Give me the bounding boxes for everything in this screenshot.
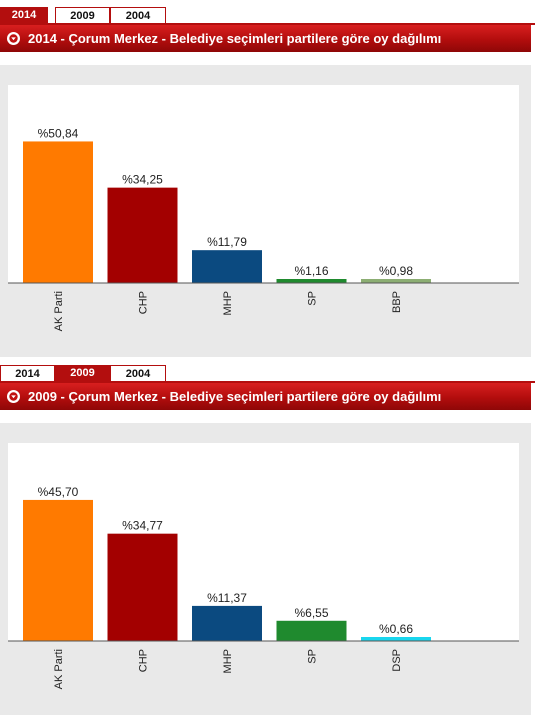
- bar-ak-parti: [23, 141, 93, 283]
- data-label: %6,55: [294, 606, 328, 620]
- bar-chp: [107, 533, 178, 641]
- tab-2009[interactable]: 2009: [55, 7, 110, 23]
- chart-header: 2009 - Çorum Merkez - Belediye seçimleri…: [0, 383, 535, 410]
- x-tick-label: AK Parti: [53, 649, 65, 689]
- tab-2009[interactable]: 2009: [55, 365, 110, 381]
- bar-mhp: [192, 250, 262, 283]
- plot-background: [8, 85, 519, 283]
- election-panel-2014: 2014 2009 2004 2014 - Çorum Merkez - Bel…: [0, 7, 535, 357]
- bar-mhp: [192, 605, 262, 641]
- tab-2014[interactable]: 2014: [0, 7, 48, 23]
- data-label: %11,37: [207, 591, 247, 605]
- tab-2004[interactable]: 2004: [110, 7, 166, 23]
- data-label: %0,66: [379, 622, 413, 636]
- bar-chart: %50,84 AK Parti %34,25 CHP %11,79 MHP %1,16 SP%…: [8, 85, 519, 331]
- bar-dsp: [361, 637, 431, 641]
- x-tick-label: DSP: [391, 649, 403, 672]
- data-label: %0,98: [379, 264, 413, 278]
- bar-ak-parti: [23, 499, 93, 641]
- chart-title: 2014 - Çorum Merkez - Belediye seçimleri…: [28, 31, 442, 46]
- year-tabs: 2014 2009 2004: [0, 7, 535, 25]
- x-tick-label: BBP: [391, 291, 403, 313]
- tab-2014[interactable]: 2014: [0, 365, 55, 381]
- bar-sp: [276, 279, 347, 283]
- bar-sp: [276, 620, 347, 641]
- info-circle-icon[interactable]: [6, 31, 21, 46]
- year-tabs: 2014 2009 2004: [0, 365, 535, 383]
- chart-area: %45,70 AK Parti %34,77 CHP %11,37 MHP %6,55 SP%…: [0, 423, 531, 715]
- chart-area: %50,84 AK Parti %34,25 CHP %11,79 MHP %1,16 SP%…: [0, 65, 531, 357]
- data-label: %1,16: [294, 264, 328, 278]
- tab-2004[interactable]: 2004: [110, 365, 166, 381]
- data-label: %50,84: [38, 126, 79, 140]
- data-label: %34,25: [122, 173, 163, 187]
- x-tick-label: SP: [307, 291, 319, 306]
- data-label: %45,70: [38, 485, 79, 499]
- data-label: %11,79: [207, 235, 247, 249]
- x-tick-label: SP: [307, 649, 319, 664]
- x-tick-label: MHP: [222, 291, 234, 315]
- election-panel-2009: 2014 2009 2004 2009 - Çorum Merkez - Bel…: [0, 365, 535, 715]
- x-tick-label: CHP: [138, 291, 150, 314]
- info-circle-icon[interactable]: [6, 389, 21, 404]
- x-tick-label: AK Parti: [53, 291, 65, 331]
- x-tick-label: CHP: [138, 649, 150, 672]
- plot-background: [8, 443, 519, 641]
- bar-chart: %45,70 AK Parti %34,77 CHP %11,37 MHP %6,55 SP%…: [8, 443, 519, 689]
- chart-title: 2009 - Çorum Merkez - Belediye seçimleri…: [28, 389, 442, 404]
- x-tick-label: MHP: [222, 649, 234, 673]
- bar-chp: [107, 187, 178, 283]
- chart-header: 2014 - Çorum Merkez - Belediye seçimleri…: [0, 25, 535, 52]
- bar-bbp: [361, 279, 431, 283]
- data-label: %34,77: [122, 519, 163, 533]
